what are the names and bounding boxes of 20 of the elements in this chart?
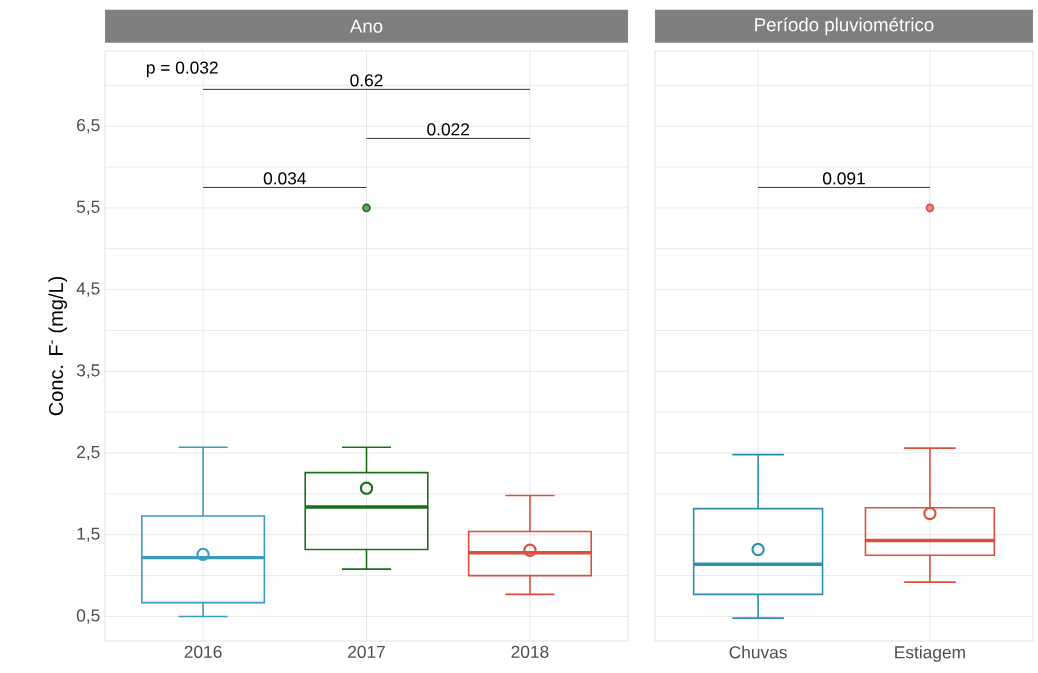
x-tick-label: Chuvas — [729, 645, 787, 659]
annotation: 0.034 — [263, 172, 306, 185]
y-tick-label: 1,5 — [77, 527, 100, 542]
y-tick-label: 6,5 — [77, 119, 100, 134]
annotation: 0.62 — [350, 74, 383, 87]
chart-title: Ano — [349, 19, 383, 33]
annotation: p = 0.032 — [146, 61, 218, 78]
x-tick-label: 2017 — [348, 645, 385, 658]
annotation: 0.091 — [822, 172, 865, 185]
y-tick-label: 5,5 — [76, 200, 100, 215]
x-tick-label: Estiagem — [895, 645, 965, 662]
y-tick-label: 0,5 — [76, 609, 100, 624]
y-tick-label: 3,5 — [76, 364, 100, 379]
y-tick-label: 4,5 — [76, 282, 100, 297]
annotation: 0.022 — [427, 123, 470, 136]
y-tick-label: 2,5 — [77, 445, 100, 461]
y-axis-title: Conc. F$^{-}$ (mg/L) — [48, 276, 68, 416]
chart-title: Período pluviométrico — [755, 17, 934, 36]
x-tick-label: 2018 — [511, 645, 549, 658]
x-tick-label: 2016 — [184, 645, 222, 658]
